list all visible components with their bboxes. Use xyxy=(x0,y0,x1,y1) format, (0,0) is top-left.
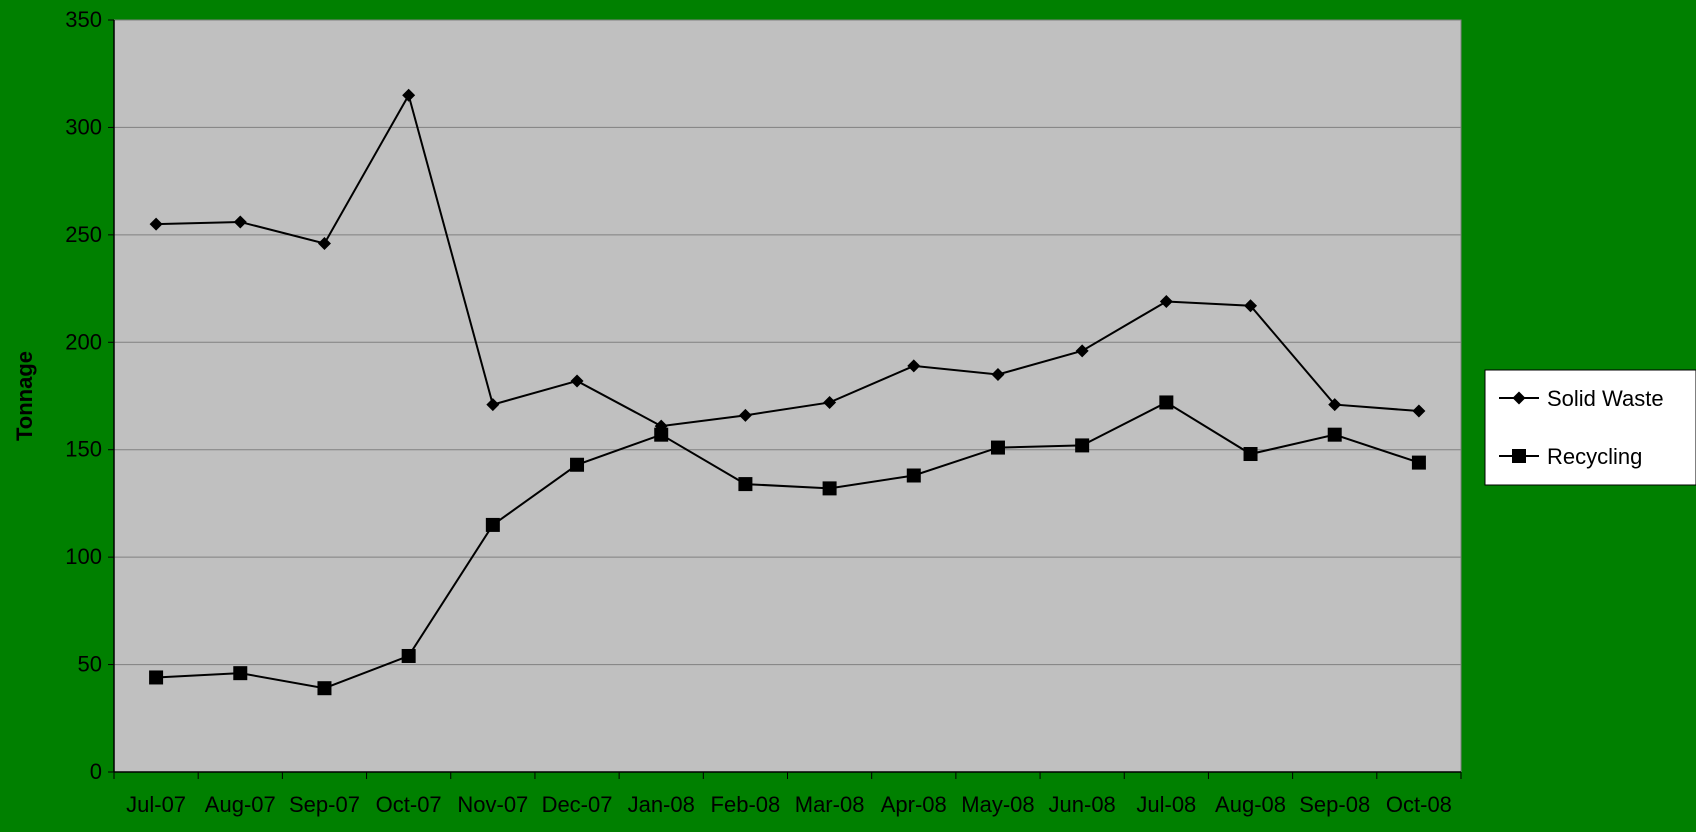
y-tick-label: 50 xyxy=(78,652,102,677)
data-point xyxy=(233,666,248,681)
y-tick-label: 250 xyxy=(65,222,102,247)
x-tick-label: Jan-08 xyxy=(628,792,695,817)
x-tick-label: Apr-08 xyxy=(881,792,947,817)
data-point xyxy=(485,517,500,532)
data-point xyxy=(1243,447,1258,462)
x-tick-label: Dec-07 xyxy=(542,792,613,817)
data-point xyxy=(401,648,416,663)
x-tick-label: Sep-08 xyxy=(1299,792,1370,817)
x-tick-label: Aug-07 xyxy=(205,792,276,817)
data-point xyxy=(233,215,247,229)
x-tick-label: Jul-08 xyxy=(1136,792,1196,817)
data-point xyxy=(823,395,837,409)
y-tick-label: 200 xyxy=(65,329,102,354)
x-tick-label: Feb-08 xyxy=(711,792,781,817)
data-point xyxy=(738,477,753,492)
series-solid-waste xyxy=(149,88,1426,433)
y-axis-label: Tonnage xyxy=(12,351,37,441)
legend-marker xyxy=(1512,449,1526,463)
y-tick-label: 300 xyxy=(65,114,102,139)
plot-area xyxy=(113,19,1462,773)
y-tick-label: 100 xyxy=(65,544,102,569)
data-point xyxy=(570,374,584,388)
data-point xyxy=(1327,427,1342,442)
gridlines xyxy=(114,19,1461,666)
legend-item: Recycling xyxy=(1499,444,1642,469)
data-point xyxy=(570,457,585,472)
legend-item: Solid Waste xyxy=(1499,386,1664,411)
x-tick-label: Oct-07 xyxy=(376,792,442,817)
series-line xyxy=(156,401,1420,690)
x-tick-label: Nov-07 xyxy=(457,792,528,817)
data-point xyxy=(149,670,164,685)
series-recycling xyxy=(149,395,1426,696)
y-tick-label: 350 xyxy=(65,7,102,32)
data-point xyxy=(1159,395,1174,410)
x-tick-label: May-08 xyxy=(961,792,1034,817)
data-point xyxy=(317,681,332,696)
x-tick-label: Oct-08 xyxy=(1386,792,1452,817)
data-point xyxy=(149,217,163,231)
data-point xyxy=(1075,344,1089,358)
axes: 0 50 100 150 200 250 300 350 Jul-07 Aug-07 Sep-07 O… xyxy=(65,7,1462,817)
series-line xyxy=(156,92,1419,428)
legend-box xyxy=(1484,369,1696,486)
data-point xyxy=(990,440,1005,455)
data-point xyxy=(907,359,921,373)
legend-label: Recycling xyxy=(1547,444,1642,469)
data-point xyxy=(1328,398,1342,412)
x-tick-label: Aug-08 xyxy=(1215,792,1286,817)
series-layer xyxy=(149,88,1426,696)
data-point xyxy=(654,427,669,442)
data-point xyxy=(991,368,1005,382)
x-tick-label: Sep-07 xyxy=(289,792,360,817)
x-tick-label: Jun-08 xyxy=(1049,792,1116,817)
data-point xyxy=(1075,438,1090,453)
data-point xyxy=(486,398,500,412)
data-point xyxy=(402,88,416,102)
data-point xyxy=(906,468,921,483)
data-point xyxy=(1411,455,1426,470)
data-point xyxy=(822,481,837,496)
data-point xyxy=(1244,299,1258,313)
data-point xyxy=(1159,294,1173,308)
y-tick-label: 150 xyxy=(65,437,102,462)
data-point xyxy=(738,408,752,422)
legend: Solid Waste Recycling xyxy=(1484,369,1696,486)
data-point xyxy=(317,236,331,250)
legend-marker xyxy=(1512,391,1526,405)
data-point xyxy=(1412,404,1426,418)
x-tick-label: Jul-07 xyxy=(126,792,186,817)
y-tick-label: 0 xyxy=(90,759,102,784)
x-tick-label: Mar-08 xyxy=(795,792,865,817)
legend-label: Solid Waste xyxy=(1547,386,1664,411)
